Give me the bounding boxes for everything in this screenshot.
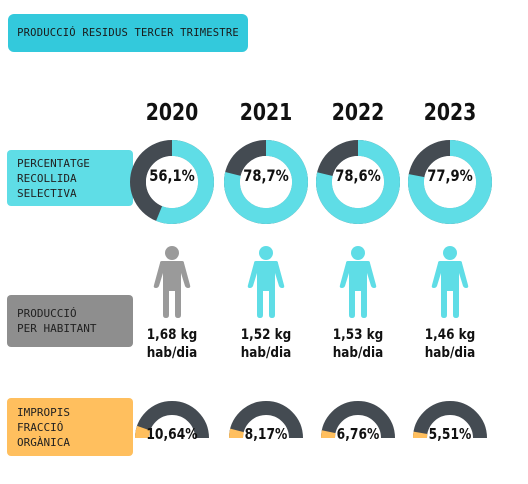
donut-chart-2021 (224, 140, 308, 224)
year-label: 2021 (239, 100, 293, 126)
donut-value-label: 78,7% (243, 166, 289, 185)
label-recollida-selectiva: PERCENTATGE RECOLLIDA SELECTIVA (7, 150, 133, 206)
produccio-value: 1,68 kg hab/dia (138, 326, 207, 362)
donut-value-arc (316, 140, 400, 224)
donut-value-label: 78,6% (335, 166, 381, 185)
gauge-value-label: 5,51% (428, 425, 472, 443)
gauge-chart-2020 (135, 401, 209, 439)
produccio-unit: hab/dia (332, 345, 384, 361)
label-line: IMPROPIS (17, 405, 70, 419)
donut-hole (240, 156, 292, 208)
person-icon (153, 246, 191, 318)
person-shape (247, 246, 285, 318)
donut-value-arc (224, 140, 308, 224)
person-icon (431, 246, 469, 318)
gauge-value-label: 8,17% (244, 425, 288, 443)
person-icon (339, 246, 377, 318)
produccio-kg: 1,53 kg (332, 327, 384, 343)
donut-hole (424, 156, 476, 208)
produccio-value: 1,53 kg hab/dia (324, 326, 393, 362)
gauge-remainder (413, 401, 487, 439)
produccio-unit: hab/dia (424, 345, 476, 361)
label-line: PRODUCCIÓ (17, 307, 77, 320)
gauge-chart-2023 (413, 401, 487, 439)
produccio-kg: 1,68 kg (146, 327, 198, 343)
gauge-value-label: 10,64% (146, 425, 198, 443)
label-line: ORGÀNICA (17, 435, 70, 449)
gauge-remainder (229, 401, 303, 439)
donut-value-label: 77,9% (427, 166, 473, 185)
donut-chart-2020 (130, 140, 214, 224)
donut-chart-2023 (408, 140, 492, 224)
person-icon (247, 246, 285, 318)
gauge-value-arc (228, 428, 244, 439)
gauge-value-arc (135, 425, 151, 439)
donut-hole (332, 156, 384, 208)
produccio-value: 1,46 kg hab/dia (416, 326, 485, 362)
donut-value-label: 56,1% (149, 166, 195, 185)
person-shape (339, 246, 377, 318)
produccio-kg: 1,52 kg (240, 327, 292, 343)
gauge-chart-2022 (320, 401, 395, 439)
label-impropis: IMPROPIS FRACCIÓ ORGÀNICA (7, 398, 133, 456)
gauge-value-arc (320, 430, 336, 439)
page-title: PRODUCCIÓ RESIDUS TERCER TRIMESTRE (8, 14, 248, 52)
donut-chart-2022 (316, 140, 400, 224)
produccio-unit: hab/dia (240, 345, 292, 361)
label-line: RECOLLIDA (17, 171, 77, 185)
gauge-value-label: 6,76% (336, 425, 380, 443)
person-shape (153, 246, 191, 318)
donut-value-arc (408, 140, 492, 224)
label-line: SELECTIVA (17, 186, 77, 200)
label-line: PERCENTATGE (17, 156, 90, 170)
donut-value-arc (130, 140, 214, 224)
year-label: 2023 (423, 100, 477, 126)
year-label: 2022 (331, 100, 385, 126)
label-produccio-habitant: PRODUCCIÓ PER HABITANT (7, 295, 133, 347)
donut-hole (146, 156, 198, 208)
label-line: FRACCIÓ (17, 420, 64, 434)
produccio-kg: 1,46 kg (424, 327, 476, 343)
year-label: 2020 (145, 100, 199, 126)
person-shape (431, 246, 469, 318)
produccio-unit: hab/dia (146, 345, 198, 361)
produccio-value: 1,52 kg hab/dia (232, 326, 301, 362)
gauge-remainder (135, 401, 209, 439)
gauge-remainder (321, 401, 395, 439)
gauge-chart-2021 (228, 401, 303, 439)
label-line: PER HABITANT (17, 322, 97, 335)
